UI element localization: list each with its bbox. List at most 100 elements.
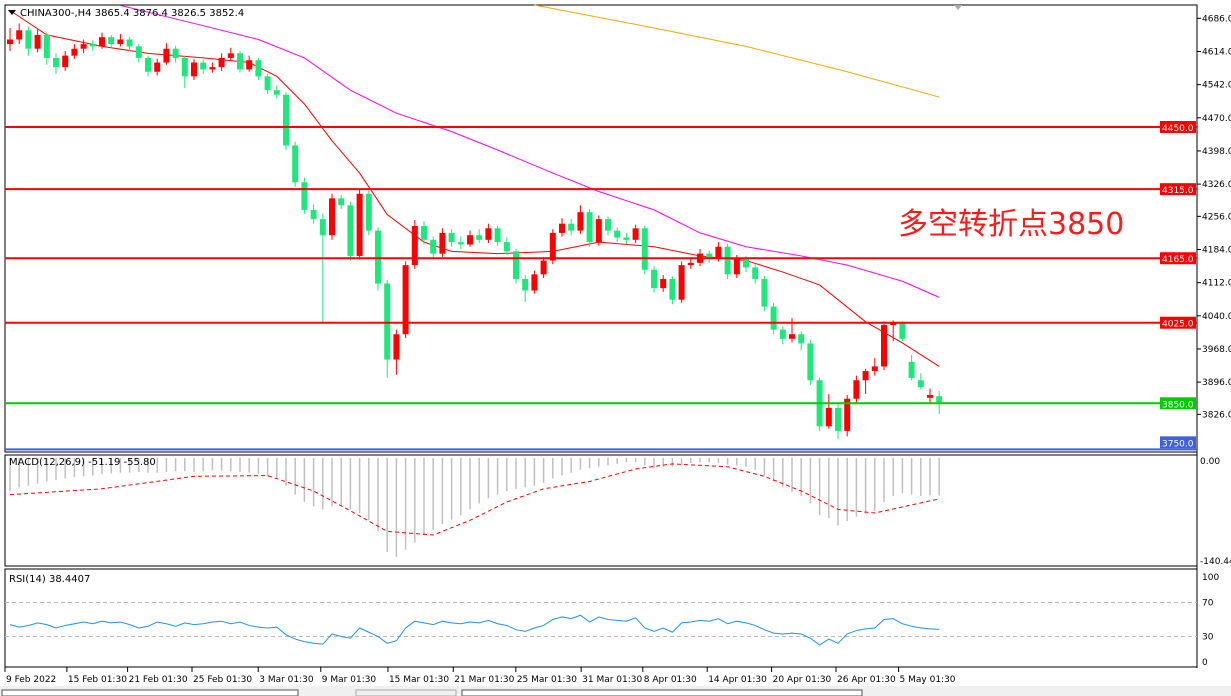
candle[interactable] bbox=[761, 276, 768, 312]
candle[interactable] bbox=[80, 39, 87, 54]
candle[interactable] bbox=[513, 248, 519, 284]
candle[interactable] bbox=[209, 62, 216, 73]
candle[interactable] bbox=[595, 215, 602, 246]
candle[interactable] bbox=[264, 74, 271, 94]
candle[interactable] bbox=[117, 33, 124, 47]
rsi-pane[interactable]: 100 70 30 0 bbox=[4, 568, 1219, 668]
candle[interactable] bbox=[927, 388, 933, 404]
chart-tab[interactable] bbox=[461, 689, 863, 696]
candle[interactable] bbox=[448, 229, 455, 247]
candle[interactable] bbox=[62, 51, 69, 71]
candle[interactable] bbox=[145, 55, 151, 77]
candle[interactable] bbox=[319, 213, 326, 323]
candle[interactable] bbox=[605, 216, 611, 236]
candle[interactable] bbox=[356, 189, 363, 260]
candle[interactable] bbox=[135, 44, 142, 63]
candle[interactable] bbox=[568, 219, 575, 236]
candle[interactable] bbox=[485, 223, 492, 244]
candle[interactable] bbox=[25, 26, 32, 56]
candle[interactable] bbox=[614, 227, 621, 243]
candle[interactable] bbox=[651, 266, 657, 293]
candle[interactable] bbox=[126, 37, 133, 52]
candle[interactable] bbox=[871, 358, 878, 376]
candle[interactable] bbox=[53, 53, 59, 75]
candle[interactable] bbox=[43, 32, 50, 65]
candle[interactable] bbox=[660, 275, 667, 292]
candle[interactable] bbox=[347, 201, 354, 261]
candle[interactable] bbox=[559, 218, 565, 237]
candle[interactable] bbox=[825, 394, 832, 429]
candle[interactable] bbox=[678, 261, 685, 303]
candle[interactable] bbox=[439, 228, 446, 257]
candle[interactable] bbox=[853, 375, 860, 403]
candle[interactable] bbox=[503, 237, 510, 256]
candle[interactable] bbox=[393, 329, 400, 375]
candle[interactable] bbox=[881, 321, 887, 371]
candle[interactable] bbox=[844, 395, 851, 437]
candle[interactable] bbox=[329, 193, 335, 240]
chart-tab[interactable] bbox=[1, 689, 299, 696]
candle[interactable] bbox=[430, 236, 437, 259]
candle[interactable] bbox=[163, 43, 170, 65]
collapse-triangle-icon[interactable] bbox=[8, 10, 16, 15]
candle[interactable] bbox=[89, 40, 96, 52]
candle[interactable] bbox=[577, 205, 584, 234]
price-pane[interactable]: 4686.0 4614.0 4542.0 4470.0 4398.0 4326.0 4256… bbox=[4, 4, 1231, 668]
candle[interactable] bbox=[365, 190, 372, 236]
candle[interactable] bbox=[540, 256, 547, 279]
candle[interactable] bbox=[421, 221, 427, 245]
macd-pane[interactable]: 0.00 -140.44 bbox=[4, 454, 1231, 567]
candle[interactable] bbox=[890, 320, 897, 342]
candle[interactable] bbox=[411, 220, 418, 269]
candle[interactable] bbox=[641, 225, 648, 275]
candle[interactable] bbox=[402, 261, 409, 338]
candle[interactable] bbox=[687, 258, 694, 269]
candle[interactable] bbox=[669, 276, 676, 305]
candle[interactable] bbox=[218, 53, 225, 71]
candle[interactable] bbox=[724, 243, 731, 279]
candle[interactable] bbox=[531, 270, 538, 294]
candle[interactable] bbox=[798, 331, 805, 351]
candle[interactable] bbox=[467, 230, 473, 247]
candle[interactable] bbox=[623, 232, 630, 245]
candle[interactable] bbox=[384, 279, 391, 378]
chart-tab[interactable] bbox=[355, 689, 457, 696]
candle[interactable] bbox=[522, 275, 529, 302]
candle[interactable] bbox=[476, 229, 483, 244]
chart-shift-marker-icon[interactable] bbox=[954, 5, 962, 10]
candle[interactable] bbox=[899, 321, 906, 342]
candle[interactable] bbox=[99, 32, 105, 49]
candle[interactable] bbox=[7, 27, 13, 52]
candle[interactable] bbox=[71, 44, 78, 59]
candle[interactable] bbox=[752, 264, 759, 284]
candle[interactable] bbox=[200, 59, 207, 75]
candle[interactable] bbox=[632, 224, 639, 244]
candle[interactable] bbox=[172, 45, 179, 63]
candle[interactable] bbox=[292, 141, 299, 187]
candle[interactable] bbox=[237, 51, 243, 73]
candle[interactable] bbox=[283, 92, 289, 151]
candle[interactable] bbox=[917, 373, 924, 390]
candle[interactable] bbox=[457, 236, 464, 250]
candle[interactable] bbox=[862, 368, 869, 395]
candle[interactable] bbox=[227, 47, 234, 61]
candle[interactable] bbox=[706, 250, 713, 263]
candle[interactable] bbox=[770, 302, 777, 335]
candle[interactable] bbox=[779, 325, 786, 345]
candle[interactable] bbox=[908, 354, 915, 381]
candle[interactable] bbox=[108, 34, 115, 48]
candle[interactable] bbox=[494, 226, 501, 246]
candle[interactable] bbox=[154, 58, 161, 76]
candle[interactable] bbox=[255, 57, 262, 81]
candle[interactable] bbox=[246, 55, 253, 72]
candle[interactable] bbox=[835, 404, 841, 440]
candle[interactable] bbox=[273, 85, 280, 99]
candle[interactable] bbox=[586, 208, 593, 247]
candle[interactable] bbox=[807, 339, 814, 385]
candle[interactable] bbox=[34, 29, 41, 53]
candle[interactable] bbox=[181, 55, 188, 88]
candle[interactable] bbox=[301, 177, 308, 214]
candle[interactable] bbox=[191, 58, 197, 81]
candle[interactable] bbox=[16, 23, 23, 45]
